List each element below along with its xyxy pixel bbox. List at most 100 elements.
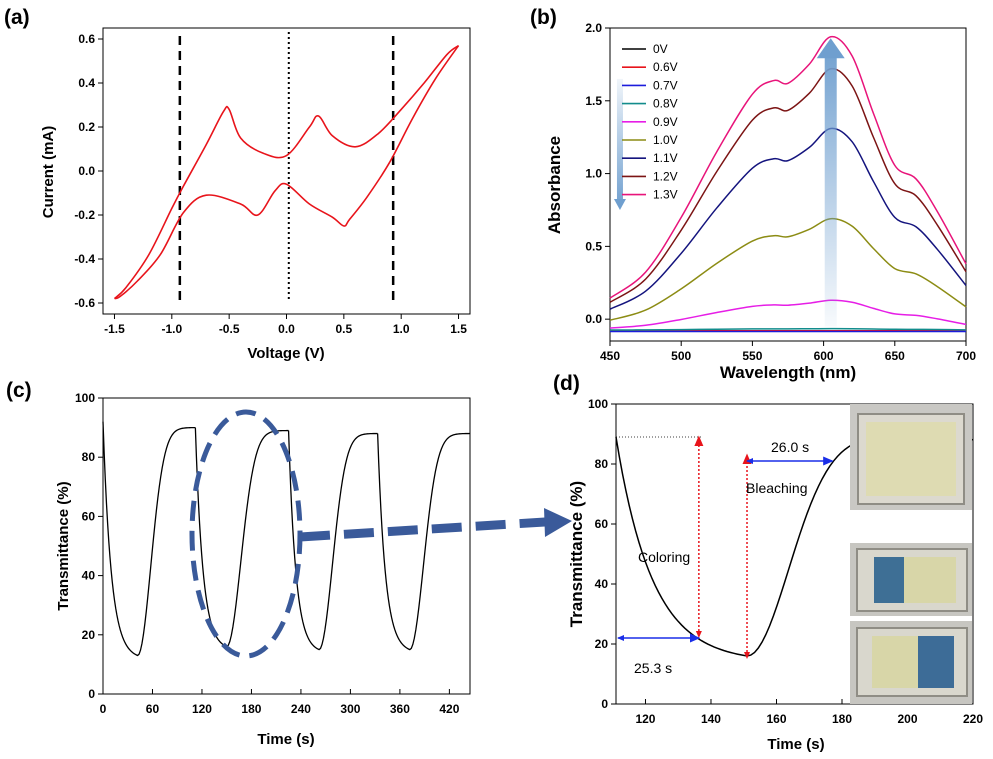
panel-b-y-tick-label: 1.5 [585,94,602,108]
panel-b-legend-label: 1.2V [653,169,678,183]
panel-b-legend-label: 0.8V [653,97,678,111]
panel-a-y-tick-label: 0.2 [78,120,95,134]
device-photo-colored-left [850,543,972,616]
panel-b-y-tick-label: 1.0 [585,167,602,181]
panel-a-y-tick-label: -0.2 [74,208,95,222]
panel-d-coloring-time-label: 25.3 s [634,660,672,676]
panel-d-y-tick-label: 100 [588,397,608,411]
panel-c-x-tick-label: 420 [439,702,459,716]
panel-b-letter: (b) [530,6,557,29]
panel-d-letter: (d) [553,372,580,395]
panel-c-y-axis-title: Transmittance (%) [55,481,72,610]
panel-c-transmittance-cycles: (c) 0 60 120 180 240 300 360 420 0 20 40 60 80 100 Ti… [6,379,471,748]
panel-d-y-tick-label: 20 [595,637,609,651]
panel-d-y-axis-title: Transmittance (%) [567,481,586,627]
panel-a-x-tick-label: 0.0 [278,322,295,336]
panel-c-y-tick-label: 0 [88,687,95,701]
panel-a-x-tick-label: 0.5 [336,322,353,336]
panel-c-x-axis-title: Time (s) [257,731,314,748]
panel-b-plot-area: 450 500 550 600 650 700 0.0 0.5 1.0 1.5 2.0 0V 0.6V 0… [585,21,976,363]
panel-b-plot-frame [609,27,967,342]
panel-b-legend-arrow-shaft [616,78,623,200]
device-photo-bleached [850,404,972,510]
panel-b-y-axis-title: Absorbance [545,136,564,234]
panel-a-x-tick-label: 1.0 [393,322,410,336]
panel-c-x-tick-label: 360 [390,702,410,716]
panel-d-x-tick-label: 160 [766,712,786,726]
panel-b-increase-arrow-shaft [824,56,837,327]
panel-a-anodic-sweep [113,44,460,300]
panel-c-x-tick-label: 180 [241,702,261,716]
panel-b-y-tick-label: 0.0 [585,312,602,326]
panel-a-y-tick-label: -0.4 [74,252,95,266]
panel-c-plot-frame [102,397,471,695]
panel-b-series-line [609,217,967,321]
panel-a-plot-frame [102,27,471,315]
panel-c-x-tick-label: 0 [100,702,107,716]
panel-d-coloring-label: Coloring [638,549,690,565]
panel-a-x-tick-label: 1.5 [450,322,467,336]
panel-d-plot-frame [615,403,974,705]
panel-a-x-axis-title: Voltage (V) [247,345,324,362]
panel-c-x-tick-label: 60 [146,702,160,716]
panel-a-x-tick-label: -1.5 [104,322,125,336]
panel-d-x-tick-label: 120 [635,712,655,726]
panel-c-y-tick-label: 80 [82,450,96,464]
panel-c-transmittance-line [102,421,471,657]
zoom-connector-arrow [299,508,572,542]
panel-b-x-axis-title: Wavelength (nm) [720,363,856,382]
panel-d-x-tick-label: 180 [832,712,852,726]
panel-b-increase-arrow-head [816,38,845,59]
panel-d-single-cycle: (d) 120 140 160 180 200 220 0 20 40 60 80 100 Colori… [553,372,983,753]
panel-c-y-tick-label: 20 [82,628,96,642]
panel-a-cathodic-sweep [114,45,460,300]
panel-b-legend-label: 1.0V [653,133,678,147]
panel-d-bleaching-label: Bleaching [746,480,808,496]
panel-b-series-line [609,67,967,303]
panel-d-y-tick-label: 60 [595,517,609,531]
panel-b-legend-label: 1.1V [653,151,678,165]
panel-c-x-tick-label: 300 [340,702,360,716]
panel-b-x-tick-label: 600 [814,349,834,363]
panel-c-highlight-ellipse [189,409,303,659]
panel-a-plot-area: -1.5 -1.0 -0.5 0.0 0.5 1.0 1.5 -0.6 -0.4 -0.2 0.0 0… [74,32,467,336]
panel-a-y-tick-label: 0.4 [78,76,95,90]
panel-b-absorbance-spectra: (b) 450 500 550 600 650 700 0.0 0.5 1.0 1.5 2.0 0V 0… [530,6,976,382]
panel-a-y-tick-label: -0.6 [74,296,95,310]
panel-b-series-line [609,327,967,331]
panel-d-plot-area: 120 140 160 180 200 220 0 20 40 60 80 100 Coloring 25… [588,397,983,726]
panel-b-x-tick-label: 550 [742,349,762,363]
panel-b-y-tick-label: 0.5 [585,239,602,253]
panel-b-x-tick-label: 450 [600,349,620,363]
panel-b-series-line [609,299,967,329]
panel-d-x-tick-label: 200 [897,712,917,726]
panel-d-y-tick-label: 80 [595,457,609,471]
panel-b-legend-label: 0.7V [653,78,678,92]
panel-d-y-tick-label: 40 [595,577,609,591]
panel-d-x-axis-title: Time (s) [767,736,824,753]
panel-c-plot-area: 0 60 120 180 240 300 360 420 0 20 40 60 80 100 [75,391,471,716]
panel-b-y-tick-label: 2.0 [585,21,602,35]
panel-b-legend-label: 0V [653,42,668,56]
panel-d-bleaching-time-label: 26.0 s [771,439,809,455]
panel-b-legend-label: 1.3V [653,188,678,202]
panel-a-x-tick-label: -1.0 [161,322,182,336]
panel-d-x-tick-label: 140 [701,712,721,726]
panel-c-y-tick-label: 100 [75,391,95,405]
panel-b-series-line [609,127,967,310]
panel-c-x-tick-label: 240 [291,702,311,716]
panel-b-x-tick-label: 500 [671,349,691,363]
panel-c-letter: (c) [6,379,32,402]
panel-c-y-tick-label: 60 [82,509,96,523]
panel-b-x-tick-label: 700 [956,349,976,363]
panel-a-cyclic-voltammogram: (a) -1.5 -1.0 -0.5 0.0 0.5 1.0 1.5 -0.6 -0.4 -0.2… [4,6,471,362]
panel-b-x-tick-label: 650 [885,349,905,363]
device-photo-colored-right [850,621,972,704]
panel-c-y-tick-label: 40 [82,569,96,583]
panel-d-y-tick-label: 0 [601,697,608,711]
panel-a-y-axis-title: Current (mA) [40,126,57,219]
panel-c-x-tick-label: 120 [192,702,212,716]
panel-a-letter: (a) [4,6,30,29]
panel-b-series-line [609,35,967,299]
panel-a-y-tick-label: 0.0 [78,164,95,178]
